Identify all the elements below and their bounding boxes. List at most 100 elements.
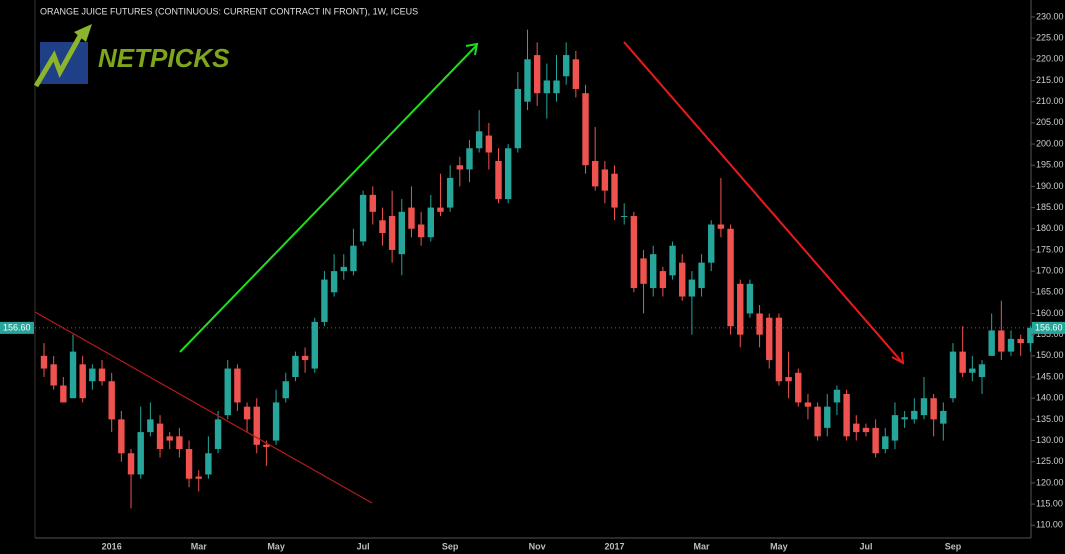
- candle-body: [911, 410, 918, 420]
- y-tick-label: 180.00: [1036, 223, 1064, 233]
- y-tick-label: 205.00: [1036, 117, 1064, 127]
- candle-body: [843, 393, 850, 437]
- candle-body: [147, 419, 154, 433]
- y-tick-label: 120.00: [1036, 477, 1064, 487]
- candle-body: [650, 254, 657, 289]
- candle-body: [766, 317, 773, 361]
- candle-body: [998, 330, 1005, 352]
- candle-body: [572, 59, 580, 89]
- candle-body: [427, 207, 434, 238]
- candle-body: [582, 93, 589, 166]
- y-tick-label: 220.00: [1036, 54, 1064, 64]
- last-price-box-left: [0, 321, 34, 334]
- candle-body: [969, 368, 976, 373]
- candle-body: [185, 449, 193, 479]
- candle-body: [214, 419, 222, 450]
- last-price-box: [1032, 321, 1065, 334]
- logo-arrow: [33, 34, 83, 88]
- x-tick-label: May: [770, 541, 788, 551]
- candle-body: [920, 398, 928, 416]
- candle-body: [688, 279, 696, 297]
- last-price-label-left: 156.60: [3, 322, 31, 332]
- candle-body: [118, 419, 125, 454]
- y-tick-label: 110.00: [1036, 520, 1063, 530]
- candle-body: [737, 283, 744, 335]
- candle-body: [166, 436, 173, 441]
- candle-body: [746, 283, 754, 314]
- candle-body: [795, 372, 802, 403]
- x-tick-label: Mar: [191, 541, 208, 551]
- y-tick-label: 225.00: [1036, 33, 1064, 43]
- y-tick-label: 160.00: [1036, 308, 1064, 318]
- x-tick-label: Jul: [859, 541, 872, 551]
- candle-body: [475, 131, 483, 149]
- candle-body: [388, 216, 396, 250]
- x-tick-label: 2016: [102, 541, 122, 551]
- candle-body: [292, 355, 299, 378]
- candle-body: [562, 55, 570, 77]
- down-arrow-head: [891, 351, 905, 365]
- candle-body: [988, 330, 995, 356]
- up-arrow-head: [465, 42, 479, 56]
- candle-body: [417, 224, 425, 238]
- candle-body: [940, 410, 947, 424]
- candle-body: [959, 351, 966, 373]
- candle-body: [108, 381, 115, 420]
- candle-body: [408, 207, 415, 229]
- y-tick-label: 135.00: [1036, 414, 1064, 424]
- candle-body: [301, 355, 309, 361]
- x-tick-label: Jul: [357, 541, 370, 551]
- candle-body: [1017, 338, 1024, 344]
- candle-body: [205, 453, 212, 475]
- candle-body: [862, 427, 870, 433]
- candle-body: [330, 271, 338, 293]
- candle-body: [640, 258, 647, 284]
- y-tick-label: 155.00: [1036, 329, 1064, 339]
- candle-body: [79, 364, 86, 399]
- candle-body: [89, 368, 96, 382]
- y-tick-label: 195.00: [1036, 160, 1064, 170]
- candle-body: [321, 279, 328, 322]
- candle-body: [591, 160, 599, 187]
- candle-body: [40, 355, 48, 369]
- logo: NETPICKS: [33, 24, 230, 88]
- candle-body: [524, 59, 531, 102]
- y-tick-label: 150.00: [1036, 350, 1064, 360]
- candle-body: [1007, 338, 1015, 352]
- candle-body: [456, 165, 464, 170]
- plot-area: [40, 29, 1034, 509]
- chart-title: ORANGE JUICE FUTURES (CONTINUOUS: CURREN…: [40, 6, 418, 16]
- candle-body: [127, 453, 135, 475]
- candle-body: [872, 427, 879, 454]
- candle-body: [60, 385, 67, 403]
- candle-body: [504, 148, 512, 200]
- candle-body: [359, 194, 367, 242]
- candle-body: [756, 313, 763, 335]
- y-tick-label: 175.00: [1036, 244, 1064, 254]
- candle-body: [891, 415, 899, 441]
- candle-body: [814, 406, 821, 437]
- candle-body: [485, 135, 493, 153]
- candle-body: [727, 228, 734, 327]
- x-tick-label: Sep: [945, 541, 962, 551]
- y-tick-label: 165.00: [1036, 287, 1064, 297]
- candle-body: [253, 406, 260, 445]
- candle-body: [446, 177, 454, 208]
- candle-body: [1027, 327, 1034, 344]
- y-tick-label: 215.00: [1036, 75, 1064, 85]
- logo-arrowhead: [74, 24, 92, 42]
- candle-body: [243, 406, 251, 420]
- candle-body: [833, 389, 841, 403]
- candle-body: [379, 220, 386, 233]
- candle-body: [514, 88, 522, 149]
- candle-body: [630, 216, 638, 289]
- y-tick-label: 190.00: [1036, 181, 1064, 191]
- y-tick-label: 130.00: [1036, 435, 1064, 445]
- candle-body: [350, 245, 357, 272]
- candle-body: [717, 224, 725, 229]
- candle-body: [949, 351, 957, 399]
- x-tick-label: Mar: [694, 541, 711, 551]
- candle-body: [69, 351, 77, 399]
